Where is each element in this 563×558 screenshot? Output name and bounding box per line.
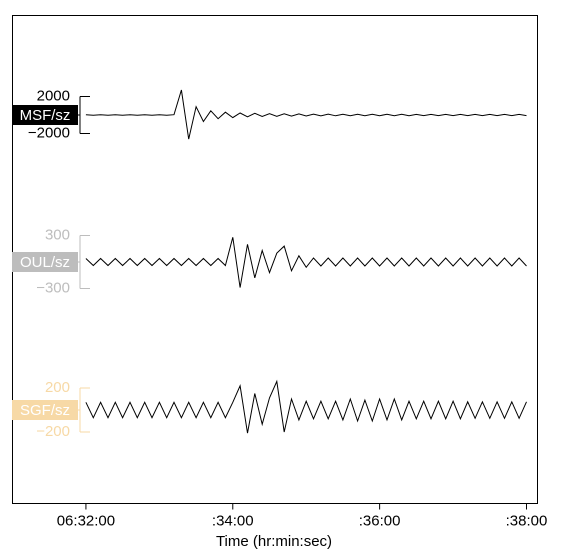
y-tick-label: −200 bbox=[36, 423, 70, 440]
station-label-bg bbox=[12, 252, 78, 272]
x-axis-label: Time (hr:min:sec) bbox=[216, 533, 332, 550]
y-tick-label: 300 bbox=[45, 226, 70, 243]
x-tick-label: :34:00 bbox=[212, 512, 254, 529]
y-tick-label: 200 bbox=[45, 379, 70, 396]
y-tick-label: 2000 bbox=[37, 87, 70, 104]
station-label-bg bbox=[12, 105, 78, 125]
x-tick-label: :36:00 bbox=[359, 512, 401, 529]
x-tick-label: :38:00 bbox=[506, 512, 548, 529]
seismic-trace bbox=[85, 237, 527, 288]
y-tick-label: −2000 bbox=[28, 124, 70, 141]
station-label-bg bbox=[12, 400, 78, 420]
seismic-trace bbox=[85, 89, 527, 140]
station-label: OUL/sz bbox=[20, 254, 70, 271]
station-label: SGF/sz bbox=[20, 402, 70, 419]
station-label: MSF/sz bbox=[20, 107, 71, 124]
x-tick-label: 06:32:00 bbox=[57, 512, 115, 529]
seismic-trace bbox=[85, 379, 527, 434]
y-tick-label: −300 bbox=[36, 279, 70, 296]
